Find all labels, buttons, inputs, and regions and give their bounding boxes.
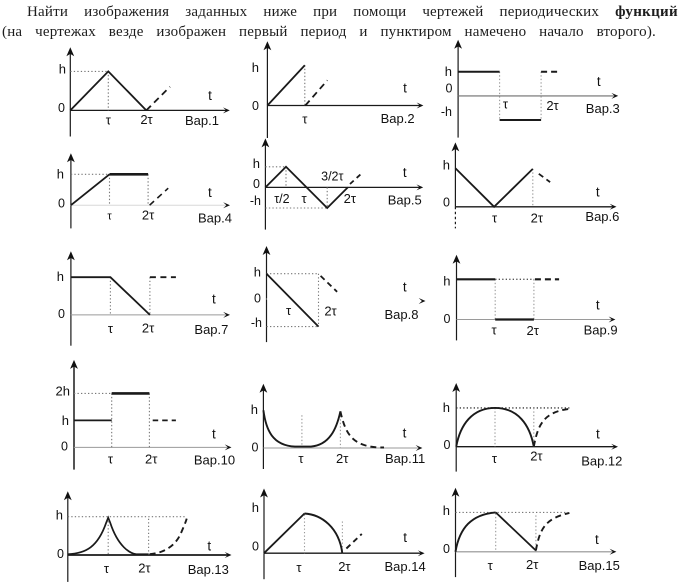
svg-text:t: t xyxy=(207,538,211,553)
svg-text:h: h xyxy=(254,265,261,280)
svg-text:2h: 2h xyxy=(56,384,70,399)
svg-text:τ/2: τ/2 xyxy=(274,192,289,206)
svg-text:t: t xyxy=(403,165,407,180)
svg-text:τ: τ xyxy=(302,112,308,127)
svg-text:τ: τ xyxy=(492,323,498,338)
svg-text:-h: -h xyxy=(250,194,261,208)
svg-text:t: t xyxy=(403,280,407,295)
svg-text:h: h xyxy=(57,269,64,284)
svg-text:h: h xyxy=(56,508,63,523)
svg-text:2τ: 2τ xyxy=(142,208,155,223)
svg-text:Вар.10: Вар.10 xyxy=(194,452,235,467)
svg-text:t: t xyxy=(596,427,600,442)
svg-text:2τ: 2τ xyxy=(546,98,559,113)
svg-text:0: 0 xyxy=(57,547,64,561)
svg-text:τ: τ xyxy=(488,558,494,573)
svg-text:-h: -h xyxy=(251,316,262,330)
svg-text:2τ: 2τ xyxy=(138,561,151,576)
svg-text:h: h xyxy=(251,402,258,417)
svg-text:Вар.9: Вар.9 xyxy=(584,323,618,338)
svg-text:h: h xyxy=(62,413,69,428)
svg-text:0: 0 xyxy=(252,441,259,455)
svg-text:τ: τ xyxy=(302,191,308,206)
svg-text:h: h xyxy=(57,167,64,182)
svg-text:0: 0 xyxy=(444,312,451,326)
svg-text:t: t xyxy=(212,292,216,307)
svg-text:Вар.6: Вар.6 xyxy=(585,209,619,224)
svg-text:h: h xyxy=(253,156,260,171)
svg-text:-h: -h xyxy=(441,105,452,119)
svg-text:h: h xyxy=(252,60,259,75)
svg-text:τ: τ xyxy=(106,113,112,128)
svg-text:h: h xyxy=(443,274,450,289)
svg-text:2τ: 2τ xyxy=(140,112,153,127)
svg-text:2τ: 2τ xyxy=(530,449,543,464)
svg-text:2τ: 2τ xyxy=(336,451,349,466)
svg-text:0: 0 xyxy=(58,101,65,115)
svg-text:t: t xyxy=(208,88,212,103)
svg-text:2τ: 2τ xyxy=(527,323,540,338)
svg-text:τ: τ xyxy=(298,451,304,466)
svg-text:0: 0 xyxy=(252,99,259,113)
svg-text:2τ: 2τ xyxy=(324,304,337,319)
svg-text:Вар.3: Вар.3 xyxy=(586,101,620,116)
svg-text:h: h xyxy=(59,62,66,77)
svg-text:τ: τ xyxy=(492,210,498,225)
svg-text:t: t xyxy=(596,185,600,200)
svg-text:h: h xyxy=(443,158,450,173)
svg-text:t: t xyxy=(403,530,407,545)
svg-text:Вар.8: Вар.8 xyxy=(385,307,419,322)
svg-text:0: 0 xyxy=(252,540,259,554)
svg-text:Вар.2: Вар.2 xyxy=(381,111,415,126)
svg-text:t: t xyxy=(208,185,212,200)
svg-text:Вар.14: Вар.14 xyxy=(384,559,425,574)
svg-text:Вар.4: Вар.4 xyxy=(198,211,232,226)
svg-text:Вар.12: Вар.12 xyxy=(581,453,622,468)
svg-text:Вар.13: Вар.13 xyxy=(188,562,229,577)
svg-text:Вар.7: Вар.7 xyxy=(194,322,228,337)
svg-text:t: t xyxy=(595,532,599,547)
svg-text:h: h xyxy=(443,503,450,518)
svg-text:2τ: 2τ xyxy=(526,557,539,572)
svg-text:Вар.5: Вар.5 xyxy=(388,192,422,207)
svg-text:0: 0 xyxy=(61,440,68,454)
svg-text:τ: τ xyxy=(104,561,110,576)
svg-text:2τ: 2τ xyxy=(145,452,158,467)
svg-text:t: t xyxy=(403,426,407,441)
svg-text:2τ: 2τ xyxy=(531,210,544,225)
svg-text:h: h xyxy=(252,500,259,515)
svg-text:Вар.11: Вар.11 xyxy=(385,451,425,466)
svg-text:t: t xyxy=(403,81,407,96)
svg-text:t: t xyxy=(596,298,600,313)
svg-text:Вар.15: Вар.15 xyxy=(579,558,620,573)
svg-text:τ: τ xyxy=(108,452,114,467)
svg-text:2τ: 2τ xyxy=(338,559,351,574)
svg-text:3/2τ: 3/2τ xyxy=(321,170,343,184)
svg-text:τ: τ xyxy=(286,303,292,318)
svg-text:0: 0 xyxy=(444,438,451,452)
svg-text:τ: τ xyxy=(108,321,114,336)
svg-text:τ: τ xyxy=(107,211,112,223)
svg-text:h: h xyxy=(445,64,452,79)
svg-text:τ: τ xyxy=(296,560,302,575)
svg-text:0: 0 xyxy=(443,542,450,556)
svg-text:2τ: 2τ xyxy=(142,321,155,336)
svg-text:2τ: 2τ xyxy=(344,191,357,206)
svg-text:0: 0 xyxy=(253,177,260,191)
svg-text:0: 0 xyxy=(58,197,65,211)
svg-text:t: t xyxy=(597,74,601,89)
svg-text:t: t xyxy=(212,427,216,442)
svg-text:0: 0 xyxy=(58,307,65,321)
svg-text:τ: τ xyxy=(492,451,498,466)
svg-text:Вар.1: Вар.1 xyxy=(185,113,219,128)
svg-text:0: 0 xyxy=(446,82,453,96)
svg-text:0: 0 xyxy=(443,196,450,210)
svg-text:τ: τ xyxy=(503,97,509,112)
svg-text:0: 0 xyxy=(254,292,261,306)
svg-text:h: h xyxy=(443,400,450,415)
